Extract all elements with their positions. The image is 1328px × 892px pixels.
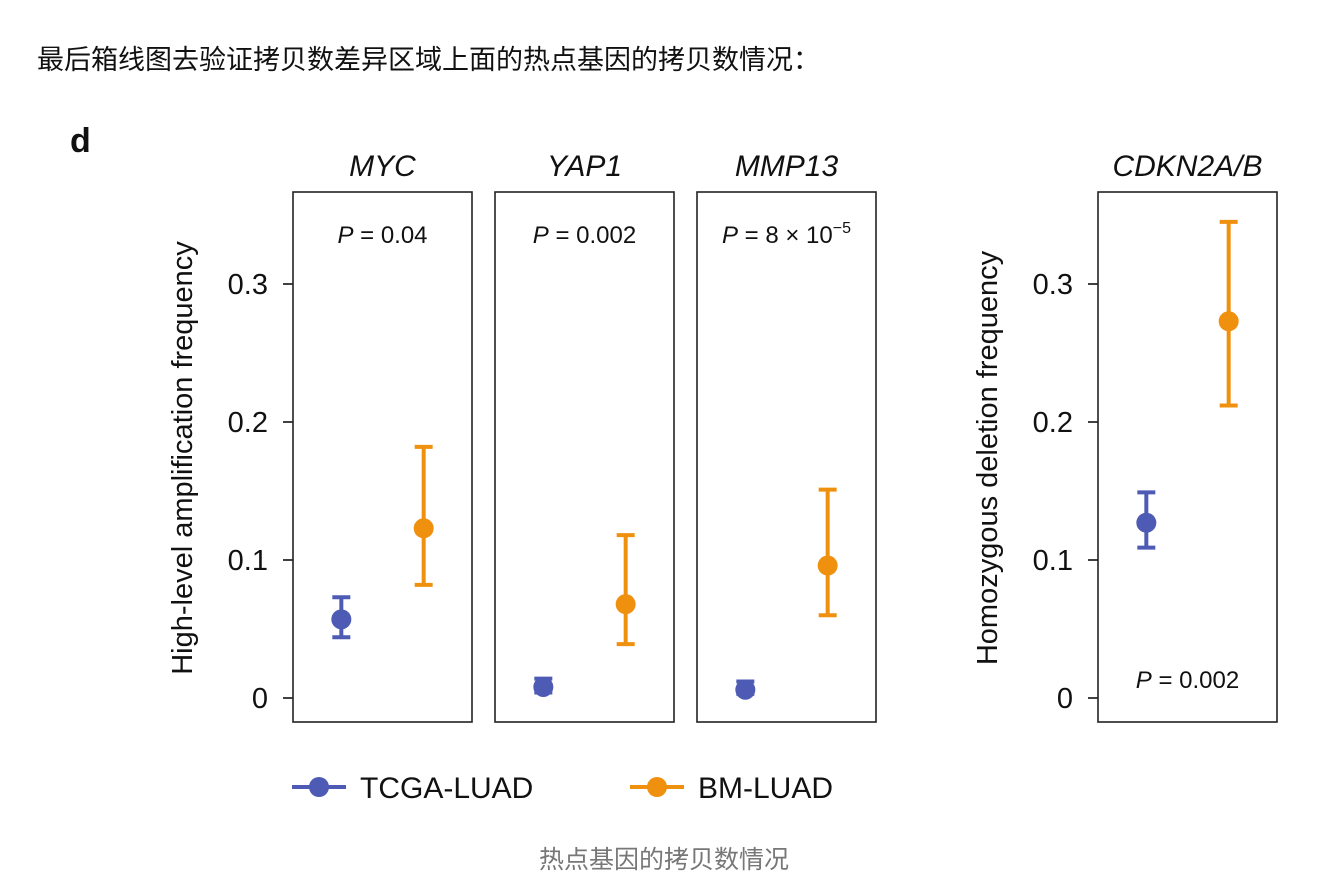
data-point [331,609,352,630]
facet-mmp13: MMP13 P = 8 × 10−5 [696,150,877,723]
point-bm-luad [413,444,434,587]
facet-frame [1097,191,1278,723]
y-tick-label: 0 [252,683,268,715]
legend-label: BM-LUAD [698,772,833,805]
y-tick-label: 0.3 [1033,269,1073,301]
facet-yap1: YAP1 P = 0.002 [494,150,675,723]
p-value-label: P = 0.002 [1136,667,1239,694]
data-point [413,518,434,539]
legend-marker [309,777,329,797]
facet-cdkn2a-b: CDKN2A/B P = 0.002 [1097,150,1278,723]
data-point [1136,512,1157,533]
data-point [1218,311,1239,332]
facet-frame [696,191,877,723]
y-tick-label: 0.3 [228,269,268,301]
data-point [817,555,838,576]
facet-title: MMP13 [735,150,839,183]
chart-group-1: Homozygous deletion frequency 0 0.1 0.2 0.3 C… [972,150,1278,723]
facet-title: MYC [349,150,416,183]
y-tick-label: 0.2 [228,407,268,439]
y-tick-label: 0.1 [228,545,268,577]
p-value-label: P = 0.002 [533,222,636,249]
figure-caption: 热点基因的拷贝数情况 [538,845,789,874]
p-value-label: P = 0.04 [337,222,427,249]
data-point [735,679,756,700]
data-point [615,594,636,615]
legend-item-bm-luad: BM-LUAD [630,772,833,805]
point-tcga-luad [331,595,352,640]
intro-text: 最后箱线图去验证拷贝数差异区域上面的热点基因的拷贝数情况： [37,45,820,76]
facet-title: CDKN2A/B [1112,150,1262,183]
facet-frame [494,191,675,723]
point-tcga-luad [735,679,756,700]
facet-myc: MYC P = 0.04 [292,150,473,723]
point-bm-luad [817,487,838,618]
legend-item-tcga-luad: TCGA-LUAD [292,772,533,805]
y-axis-label: Homozygous deletion frequency [972,250,1004,665]
point-tcga-luad [533,676,554,697]
data-point [533,676,554,697]
point-tcga-luad [1136,490,1157,550]
y-tick-label: 0.1 [1033,545,1073,577]
p-value-label: P = 8 × 10−5 [722,220,851,249]
point-bm-luad [1218,219,1239,408]
y-tick-label: 0 [1057,683,1073,715]
facet-title: YAP1 [547,150,622,183]
point-bm-luad [615,533,636,647]
legend-label: TCGA-LUAD [360,772,533,805]
panel-label: d [70,122,91,160]
legend-marker [647,777,667,797]
chart-group-0: d High-level amplification frequency 0 0.1 0… [70,122,877,723]
facet-frame [292,191,473,723]
y-tick-label: 0.2 [1033,407,1073,439]
y-axis-label: High-level amplification frequency [167,241,199,675]
